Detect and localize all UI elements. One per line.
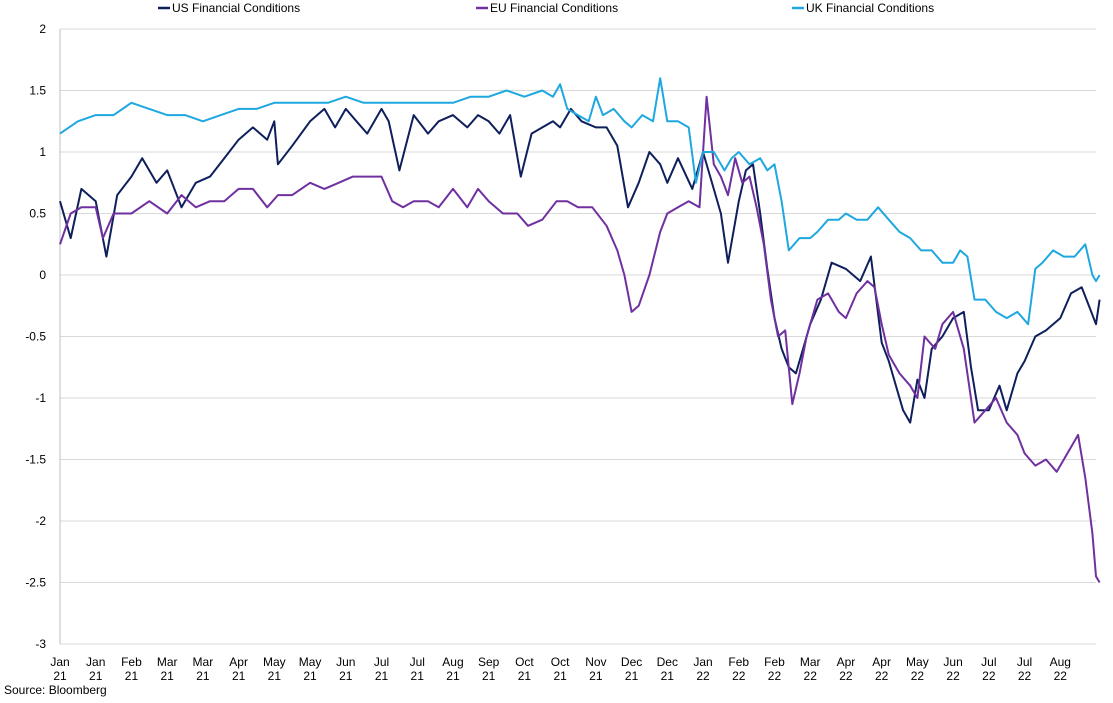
x-tick-label-month: Oct: [551, 655, 570, 669]
x-tick-label-year: 22: [768, 669, 782, 683]
y-tick-label: 2: [39, 22, 46, 36]
source-note: Source: Bloomberg: [4, 683, 107, 697]
y-tick-label: -3: [35, 637, 46, 651]
x-tick-label-year: 21: [661, 669, 675, 683]
legend-label: UK Financial Conditions: [806, 1, 934, 15]
x-tick-label-month: Apr: [837, 655, 856, 669]
legend-label: EU Financial Conditions: [490, 1, 618, 15]
x-tick-label-year: 22: [804, 669, 818, 683]
x-tick-label-month: Jul: [1017, 655, 1032, 669]
x-tick-label-year: 21: [196, 669, 210, 683]
y-tick-label: 0: [39, 268, 46, 282]
x-tick-label-year: 21: [482, 669, 496, 683]
x-tick-label-month: Feb: [121, 655, 142, 669]
x-tick-label-month: Sep: [478, 655, 500, 669]
x-tick-label-year: 22: [982, 669, 996, 683]
series-lines: [59, 77, 1101, 584]
x-tick-label-year: 21: [89, 669, 103, 683]
series-line-us: [59, 107, 1101, 424]
x-tick-label-month: Jan: [86, 655, 105, 669]
x-tick-label-year: 21: [232, 669, 246, 683]
x-tick-label-year: 21: [339, 669, 353, 683]
x-tick-label-month: Jan: [693, 655, 712, 669]
x-tick-label-month: Feb: [764, 655, 785, 669]
x-tick-label-month: Jan: [50, 655, 69, 669]
x-tick-label-year: 22: [1054, 669, 1068, 683]
y-tick-label: -2: [35, 514, 46, 528]
x-tick-label-year: 21: [53, 669, 67, 683]
x-tick-label-year: 21: [446, 669, 460, 683]
x-tick-label-month: Jun: [943, 655, 962, 669]
series-line-uk: [59, 77, 1101, 326]
x-tick-label-year: 22: [875, 669, 889, 683]
x-tick-label-month: Feb: [728, 655, 749, 669]
x-tick-label-year: 21: [553, 669, 567, 683]
legend-label: US Financial Conditions: [172, 1, 300, 15]
x-tick-label-year: 21: [518, 669, 532, 683]
x-tick-label-year: 21: [375, 669, 389, 683]
x-tick-label-year: 21: [589, 669, 603, 683]
y-tick-label: -2.5: [25, 576, 46, 590]
x-tick-label-year: 22: [911, 669, 925, 683]
legend: US Financial Conditions EU Financial Cond…: [158, 1, 934, 15]
x-tick-label-year: 22: [696, 669, 710, 683]
x-tick-label-month: May: [906, 655, 929, 669]
gridlines: [60, 28, 1096, 645]
x-tick-label-year: 21: [125, 669, 139, 683]
y-tick-label: -1: [35, 391, 46, 405]
x-tick-label-month: Apr: [872, 655, 891, 669]
x-tick-label-month: Jul: [981, 655, 996, 669]
x-tick-label-month: Apr: [229, 655, 248, 669]
x-tick-label-month: May: [299, 655, 322, 669]
x-tick-label-month: Oct: [515, 655, 534, 669]
x-tick-label-year: 21: [411, 669, 425, 683]
x-tick-label-year: 22: [1018, 669, 1032, 683]
x-tick-label-month: Jun: [336, 655, 355, 669]
y-tick-label: 0.5: [29, 207, 46, 221]
x-tick-label-year: 22: [946, 669, 960, 683]
x-tick-label-year: 22: [839, 669, 853, 683]
x-tick-label-month: May: [263, 655, 286, 669]
x-tick-label-month: Mar: [800, 655, 821, 669]
x-tick-label-month: Jul: [410, 655, 425, 669]
x-tick-label-month: Aug: [442, 655, 463, 669]
x-tick-label-month: Dec: [657, 655, 678, 669]
x-tick-label-month: Dec: [621, 655, 642, 669]
x-tick-label-year: 22: [732, 669, 746, 683]
series-line-eu: [59, 95, 1101, 584]
x-tick-label-year: 21: [160, 669, 174, 683]
x-tick-label-year: 21: [268, 669, 282, 683]
x-tick-label-month: Mar: [193, 655, 214, 669]
x-tick-label-month: Mar: [157, 655, 178, 669]
x-tick-label-year: 21: [625, 669, 639, 683]
x-tick-label-month: Aug: [1050, 655, 1071, 669]
x-tick-label-month: Jul: [374, 655, 389, 669]
x-tick-label-year: 21: [303, 669, 317, 683]
y-tick-label: -0.5: [25, 330, 46, 344]
x-tick-label-month: Nov: [585, 655, 606, 669]
y-tick-label: 1.5: [29, 84, 46, 98]
y-tick-label: 1: [39, 145, 46, 159]
axes: 21.510.50-0.5-1-1.5-2-2.5-3Jan21Jan21Feb…: [25, 22, 1071, 683]
y-tick-label: -1.5: [25, 453, 46, 467]
